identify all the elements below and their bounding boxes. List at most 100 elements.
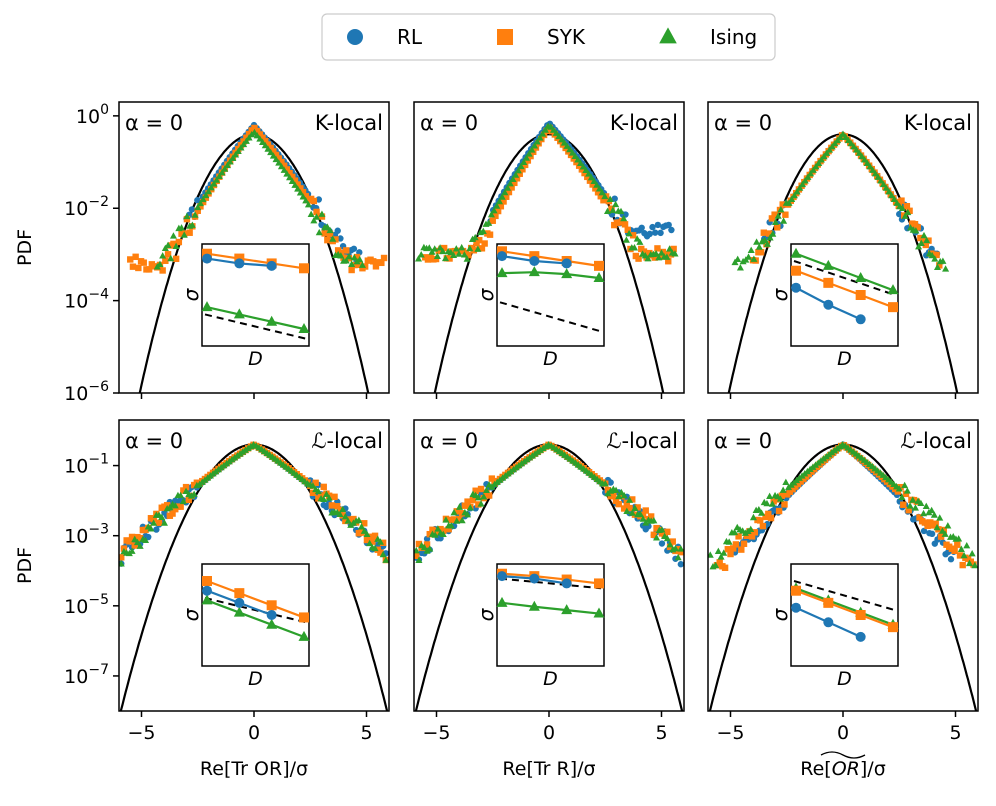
inset: Dσ (474, 243, 605, 370)
y-tick-label: 10−2 (64, 194, 109, 220)
inset-point (529, 256, 540, 266)
inset-point (299, 263, 309, 274)
inset-xlabel: D (248, 668, 263, 690)
point (607, 479, 614, 486)
point (916, 514, 923, 521)
inset-series-ising (496, 266, 605, 282)
point (879, 180, 888, 188)
point (378, 259, 385, 267)
point (597, 193, 604, 200)
inset-frame (201, 563, 310, 667)
point (774, 224, 781, 231)
point (629, 232, 637, 239)
inset: Dσ (474, 563, 605, 690)
point (350, 515, 357, 523)
point (477, 485, 485, 493)
inset-point (497, 251, 507, 262)
y-tick-label: 10−3 (64, 522, 109, 548)
point (478, 245, 486, 252)
point (603, 207, 612, 215)
inset-point (822, 259, 834, 270)
point (636, 238, 644, 245)
point (269, 152, 277, 159)
point (642, 507, 649, 514)
point (968, 550, 976, 557)
point (177, 503, 184, 510)
point (162, 257, 169, 264)
point (888, 191, 896, 199)
inset-xlabel: D (543, 348, 558, 370)
point (264, 145, 272, 152)
point (476, 236, 483, 244)
point (310, 197, 318, 205)
point (194, 203, 202, 211)
inset-point (593, 272, 605, 282)
inset-line (206, 306, 305, 331)
point (299, 193, 307, 200)
point (275, 155, 282, 162)
point (155, 519, 163, 526)
point (920, 509, 928, 517)
point (415, 540, 423, 548)
series-ising (414, 122, 679, 262)
point (361, 520, 368, 527)
point (898, 197, 905, 204)
point (590, 177, 598, 185)
point (758, 509, 766, 516)
point (509, 175, 517, 183)
x-tick-label: 0 (837, 722, 849, 744)
point (481, 240, 488, 247)
point (732, 541, 740, 548)
point (194, 207, 201, 214)
point (775, 507, 783, 515)
point (649, 223, 656, 231)
point (896, 210, 903, 218)
point (280, 162, 288, 169)
inset-point (528, 266, 540, 277)
legend-marker-syk (497, 29, 513, 45)
point (431, 245, 439, 252)
point (458, 516, 466, 524)
inset-point (266, 315, 278, 326)
point (560, 139, 568, 146)
point (778, 492, 785, 499)
point (777, 205, 785, 213)
point (920, 231, 928, 239)
point (304, 201, 312, 208)
point (779, 201, 786, 208)
point (210, 180, 218, 187)
point (897, 483, 904, 491)
inset-line (501, 572, 600, 585)
point (815, 159, 823, 166)
point (302, 197, 310, 204)
x-tick-label: −5 (716, 722, 744, 744)
point (677, 545, 684, 552)
point (506, 179, 514, 187)
inset-xlabel: D (837, 348, 852, 370)
point (652, 229, 659, 236)
point (760, 229, 767, 236)
point (315, 228, 323, 236)
point (785, 199, 793, 206)
point (450, 516, 458, 523)
inset-point (887, 284, 899, 295)
point (906, 207, 913, 215)
point (965, 559, 973, 567)
point (341, 512, 349, 520)
y-axis-label: PDF (14, 547, 36, 584)
y-tick-label: 10−6 (64, 379, 109, 405)
point (750, 255, 758, 262)
point (473, 240, 480, 247)
point (218, 168, 226, 176)
inset-point (298, 630, 310, 641)
point (245, 130, 253, 138)
inset-point (528, 600, 540, 611)
point (922, 241, 929, 249)
point (358, 261, 366, 268)
point (343, 247, 350, 254)
point (426, 545, 434, 552)
point (358, 523, 366, 530)
inset-frame (496, 243, 605, 347)
point (501, 188, 509, 196)
